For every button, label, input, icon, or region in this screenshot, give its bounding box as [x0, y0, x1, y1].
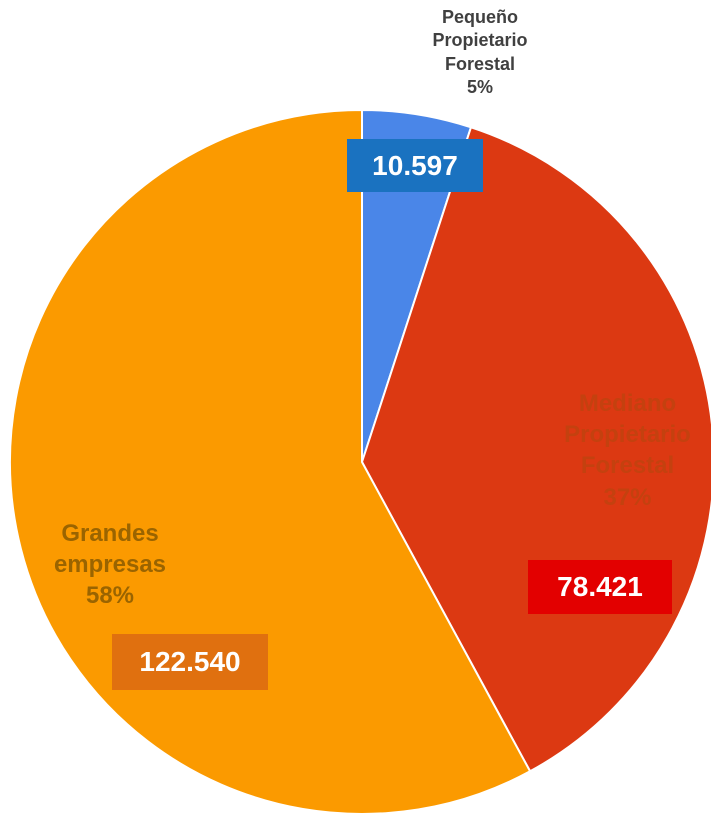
share-label: 37%	[603, 483, 652, 511]
slice-label: Mediano Propietario Forestal 37%	[545, 388, 710, 513]
value-label: 10.597	[347, 139, 483, 192]
category-label: Pequeño Propietario Forestal	[432, 7, 528, 74]
slice-label: Pequeño Propietario Forestal 5%	[415, 6, 545, 100]
value-label: 122.540	[112, 634, 268, 690]
category-label: Grandes empresas	[53, 520, 167, 579]
category-label: Mediano Propietario Forestal	[564, 390, 691, 480]
share-label: 5%	[466, 77, 493, 98]
slice-label: Grandes empresas 58%	[30, 518, 190, 612]
value-label: 78.421	[528, 560, 672, 614]
share-label: 58%	[85, 582, 135, 610]
